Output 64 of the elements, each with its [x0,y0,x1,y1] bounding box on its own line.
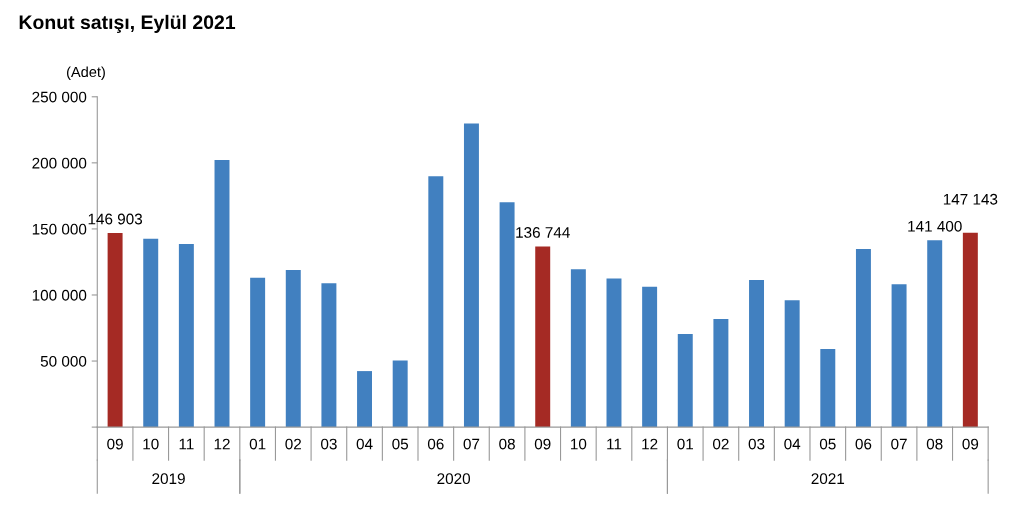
bar [891,284,907,428]
x-tick-label: 04 [784,438,801,450]
bar [642,286,658,428]
x-tick-label: 09 [962,438,979,450]
bar [962,232,978,428]
y-axis-title: (Adet) [67,66,105,80]
x-tick-label: 11 [607,438,622,450]
x-tick-label: 04 [356,438,373,450]
x-tick-label: 01 [249,438,266,450]
bar [321,283,337,428]
y-tick-label: 100 000 [32,289,87,301]
x-tick-label: 07 [463,438,480,450]
data-label: 136 744 [516,227,570,238]
y-tick-label: 250 000 [32,91,87,103]
bar [214,160,230,428]
bar [713,319,729,428]
bar [143,238,159,428]
text: 2021 [811,473,845,485]
bar [677,333,693,428]
bar [749,279,765,428]
bar [927,240,943,428]
bar [535,246,551,428]
x-tick-label: 02 [285,438,301,450]
bar [357,371,373,428]
x-tick-label: 12 [214,438,230,450]
text: 2020 [437,473,471,485]
bar [285,269,301,428]
x-tick-label: 10 [571,438,587,450]
x-tick-label: 08 [499,438,515,450]
x-tick-label: 07 [891,438,907,450]
x-tick-label: 06 [427,438,444,450]
bar [855,249,871,428]
chart-title: Konut satışı, Eylül 2021 [19,14,236,33]
x-tick-label: 02 [713,438,729,450]
x-tick-label: 03 [748,438,765,450]
bar [570,269,586,428]
bar [428,176,444,428]
y-tick-label: 150 000 [32,223,87,235]
bar [499,202,515,428]
bar [392,360,408,428]
data-label: 141 400 [908,220,962,232]
bar [178,243,194,428]
x-tick-label: 09 [534,438,551,450]
data-label: 146 903 [88,213,143,225]
bar [784,300,800,428]
x-tick-label: 09 [107,438,123,450]
x-tick-label: 10 [143,438,159,450]
x-tick-label: 05 [392,438,409,450]
x-tick-label: 06 [855,438,872,450]
y-tick-label: 200 000 [32,157,87,169]
bar [250,277,266,428]
text: 2019 [152,473,185,485]
x-tick-label: 05 [819,438,836,450]
y-tick-label: 50 000 [40,355,87,367]
data-label: 147 143 [943,193,998,205]
x-tick-label: 03 [321,438,337,450]
x-tick-label: 01 [677,438,694,450]
x-tick-label: 08 [926,438,943,450]
bar [606,278,622,428]
x-tick-label: 12 [642,438,658,450]
x-tick-label: 11 [179,438,194,450]
bar [463,123,479,428]
bar [107,233,123,428]
bar [820,348,836,428]
